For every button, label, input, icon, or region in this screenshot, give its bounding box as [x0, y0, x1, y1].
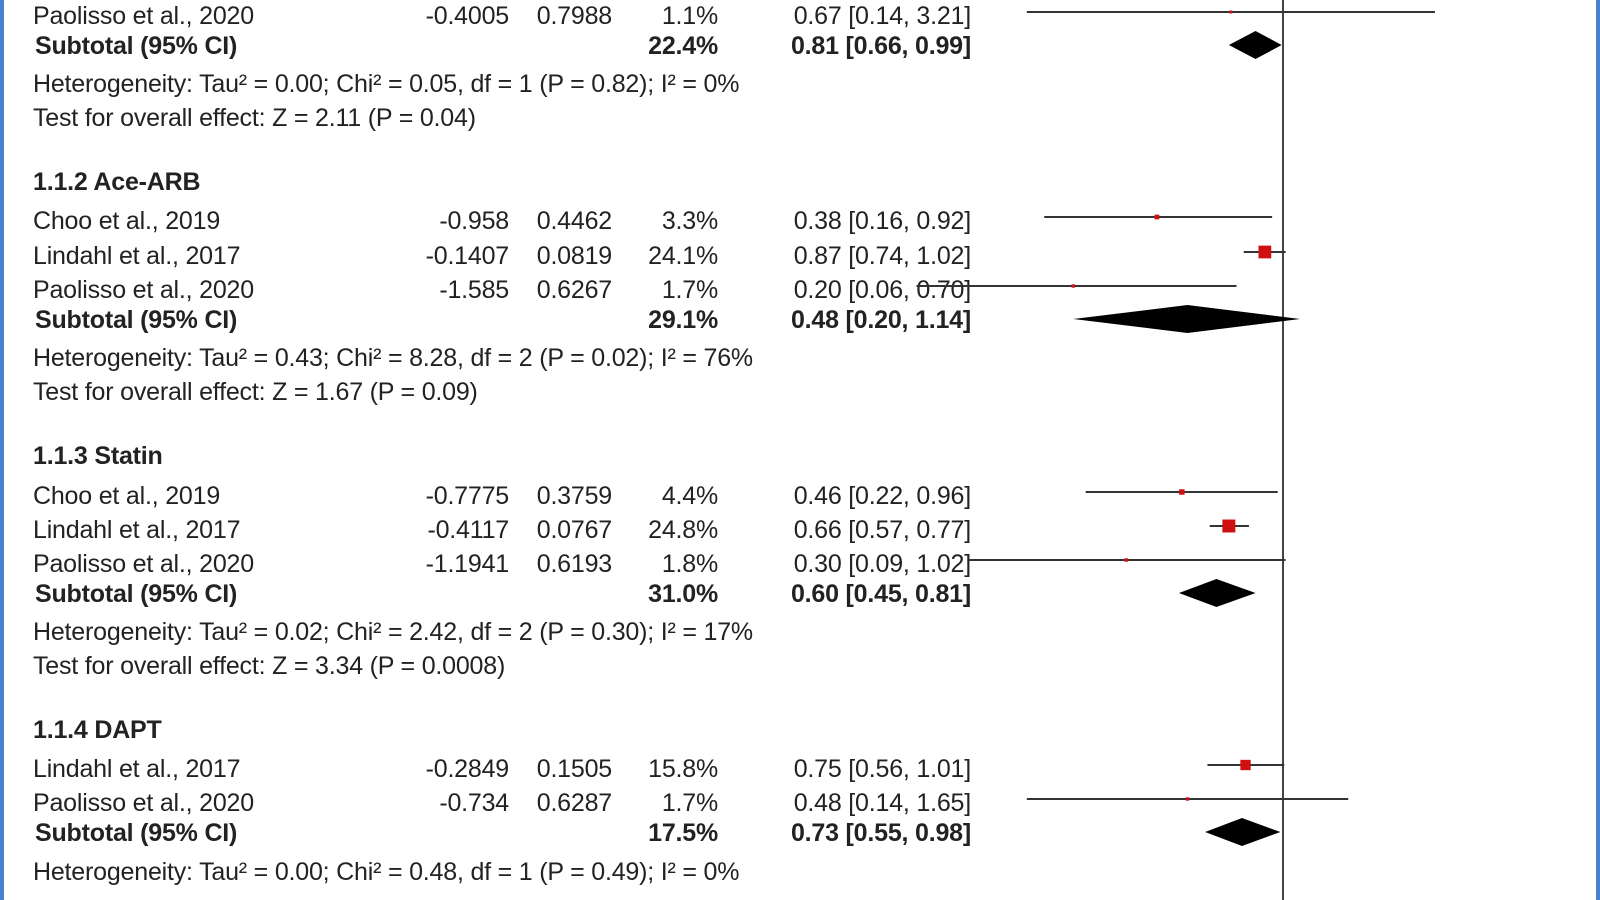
- subtotal-diamond: [1178, 579, 1256, 607]
- subtotal-weight: 22.4%: [648, 32, 718, 60]
- study-marker: [1222, 519, 1236, 533]
- study-marker: [1229, 10, 1233, 14]
- study-estimate: -0.4005: [425, 2, 510, 30]
- study-se: 0.6193: [536, 550, 612, 578]
- study-se: 0.3759: [536, 482, 612, 510]
- stat-text: Heterogeneity: Tau² = 0.43; Chi² = 8.28,…: [33, 344, 753, 372]
- study-se: 0.0767: [536, 516, 612, 544]
- study-estimate: -0.734: [439, 789, 509, 817]
- subtotal-weight: 29.1%: [648, 306, 718, 334]
- study-se: 0.1505: [536, 755, 612, 783]
- study-weight: 1.7%: [661, 276, 718, 304]
- study-ci: 0.38 [0.16, 0.92]: [793, 207, 972, 235]
- study-weight: 1.7%: [661, 789, 718, 817]
- study-ci: 0.87 [0.74, 1.02]: [793, 242, 972, 270]
- study-ci: 0.48 [0.14, 1.65]: [793, 789, 972, 817]
- study-estimate: -0.4117: [427, 516, 509, 544]
- study-label: Paolisso et al., 2020: [33, 276, 254, 304]
- study-weight: 1.8%: [661, 550, 718, 578]
- group-heading: 1.1.2 Ace-ARB: [33, 168, 201, 196]
- study-label: Paolisso et al., 2020: [33, 550, 254, 578]
- subtotal-diamond: [1228, 31, 1282, 59]
- subtotal-ci: 0.73 [0.55, 0.98]: [790, 819, 971, 847]
- study-weight: 15.8%: [648, 755, 718, 783]
- subtotal-label: Subtotal (95% CI): [35, 32, 238, 60]
- study-estimate: -1.1941: [425, 550, 510, 578]
- subtotal-weight: 31.0%: [648, 580, 718, 608]
- study-estimate: -1.585: [439, 276, 509, 304]
- stat-text: Heterogeneity: Tau² = 0.00; Chi² = 0.48,…: [33, 858, 740, 886]
- subtotal-diamond: [1205, 818, 1281, 846]
- study-label: Paolisso et al., 2020: [33, 789, 254, 817]
- study-weight: 1.1%: [661, 2, 718, 30]
- study-marker: [1154, 214, 1160, 220]
- study-ci: 0.46 [0.22, 0.96]: [793, 482, 972, 510]
- group-heading: 1.1.4 DAPT: [33, 716, 162, 744]
- study-ci: 0.66 [0.57, 0.77]: [793, 516, 972, 544]
- study-weight: 3.3%: [661, 207, 718, 235]
- study-label: Lindahl et al., 2017: [33, 516, 241, 544]
- study-se: 0.4462: [536, 207, 612, 235]
- study-ci: 0.75 [0.56, 1.01]: [793, 755, 972, 783]
- study-label: Paolisso et al., 2020: [33, 2, 254, 30]
- study-ci: 0.20 [0.06, 0.70]: [793, 276, 972, 304]
- stat-text: Test for overall effect: Z = 1.67 (P = 0…: [33, 378, 478, 406]
- study-estimate: -0.7775: [425, 482, 510, 510]
- subtotal-ci: 0.81 [0.66, 0.99]: [790, 32, 971, 60]
- study-se: 0.6267: [536, 276, 612, 304]
- subtotal-weight: 17.5%: [648, 819, 718, 847]
- study-estimate: -0.958: [439, 207, 509, 235]
- study-label: Lindahl et al., 2017: [33, 242, 241, 270]
- study-label: Choo et al., 2019: [33, 207, 221, 235]
- study-weight: 24.1%: [648, 242, 718, 270]
- study-se: 0.7988: [536, 2, 612, 30]
- study-marker: [1240, 759, 1251, 771]
- study-se: 0.6287: [536, 789, 612, 817]
- subtotal-label: Subtotal (95% CI): [35, 819, 238, 847]
- stat-text: Test for overall effect: Z = 2.11 (P = 0…: [33, 104, 476, 132]
- study-marker: [1071, 284, 1076, 288]
- study-ci: 0.30 [0.09, 1.02]: [793, 550, 972, 578]
- study-marker: [1258, 245, 1272, 259]
- subtotal-label: Subtotal (95% CI): [35, 580, 238, 608]
- stat-text: Test for overall effect: Z = 3.34 (P = 0…: [33, 652, 506, 680]
- study-estimate: -0.2849: [425, 755, 510, 783]
- study-weight: 4.4%: [661, 482, 718, 510]
- study-label: Lindahl et al., 2017: [33, 755, 241, 783]
- stat-text: Heterogeneity: Tau² = 0.02; Chi² = 2.42,…: [33, 618, 753, 646]
- study-estimate: -0.1407: [425, 242, 510, 270]
- subtotal-diamond: [1073, 305, 1301, 333]
- forest-plot-area: [916, 0, 1435, 900]
- subtotal-ci: 0.48 [0.20, 1.14]: [790, 306, 971, 334]
- study-ci: 0.67 [0.14, 3.21]: [793, 2, 972, 30]
- subtotal-label: Subtotal (95% CI): [35, 306, 238, 334]
- study-marker: [1185, 797, 1190, 801]
- study-label: Choo et al., 2019: [33, 482, 221, 510]
- group-heading: 1.1.3 Statin: [33, 442, 163, 470]
- subtotal-ci: 0.60 [0.45, 0.81]: [790, 580, 971, 608]
- study-se: 0.0819: [536, 242, 612, 270]
- study-weight: 24.8%: [648, 516, 718, 544]
- study-marker: [1179, 489, 1185, 495]
- study-marker: [1124, 558, 1128, 562]
- stat-text: Heterogeneity: Tau² = 0.00; Chi² = 0.05,…: [33, 70, 740, 98]
